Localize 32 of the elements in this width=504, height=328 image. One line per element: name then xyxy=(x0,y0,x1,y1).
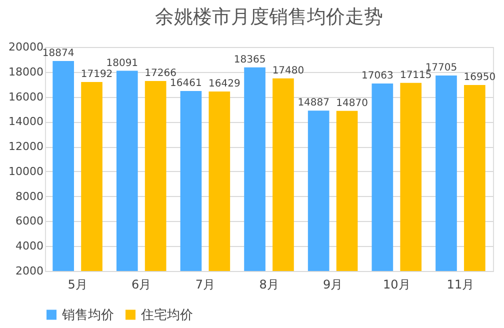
data-label: 17266 xyxy=(144,68,176,80)
legend-label: 住宅均价 xyxy=(140,306,193,323)
y-tick-label: 12000 xyxy=(8,140,44,154)
data-label: 16950 xyxy=(464,72,496,83)
data-label: 14887 xyxy=(298,98,330,109)
y-tick-label: 18000 xyxy=(8,65,44,78)
data-label: 16461 xyxy=(170,78,202,90)
y-tick-label: 4000 xyxy=(16,240,44,253)
data-label: 17480 xyxy=(272,65,304,76)
y-tick-label: 6000 xyxy=(16,214,44,228)
data-label: 18091 xyxy=(106,58,138,69)
data-label: 17192 xyxy=(80,68,113,80)
legend-label: 销售均价 xyxy=(61,308,114,323)
data-label: 18365 xyxy=(234,54,266,66)
x-tick-label: 8月 xyxy=(259,278,279,292)
y-tick-label: 20000 xyxy=(8,40,44,54)
y-tick-label: 16000 xyxy=(8,90,44,104)
data-label: 16429 xyxy=(208,78,240,90)
x-tick-label: 10月 xyxy=(382,278,410,292)
y-tick-label: 14000 xyxy=(8,115,44,128)
data-label: 18874 xyxy=(42,48,74,60)
y-tick-label: 8000 xyxy=(16,190,44,203)
x-tick-label: 5月 xyxy=(68,278,88,292)
data-label: 17063 xyxy=(362,70,394,82)
chart-title: 余姚楼市月度销售均价走势 xyxy=(155,6,383,28)
x-tick-label: 9月 xyxy=(322,278,343,292)
y-tick-label: 10000 xyxy=(8,164,44,178)
x-tick-label: 7月 xyxy=(195,278,216,292)
x-tick-label: 11月 xyxy=(446,278,474,292)
y-tick-label: 2000 xyxy=(16,264,44,278)
data-label: 14870 xyxy=(336,98,368,109)
x-tick-label: 6月 xyxy=(132,278,152,292)
